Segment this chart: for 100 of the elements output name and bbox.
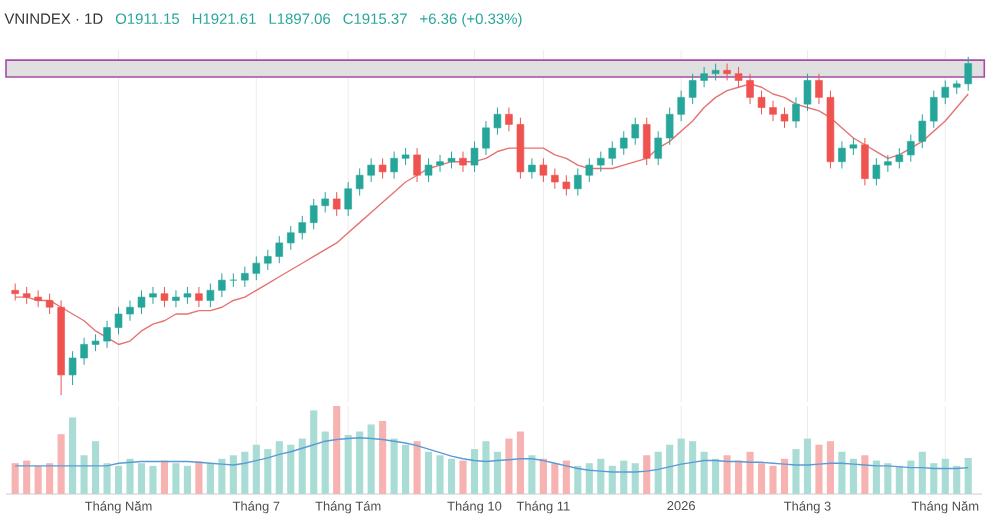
- candlestick: [195, 286, 203, 308]
- candlestick: [332, 191, 341, 217]
- bar: [390, 438, 398, 494]
- bar: [92, 441, 100, 494]
- bar: [803, 438, 812, 494]
- bar: [310, 410, 318, 494]
- bar: [172, 463, 180, 494]
- bar: [137, 463, 146, 494]
- candlestick: [872, 157, 881, 186]
- bar: [746, 451, 754, 494]
- bar: [447, 458, 456, 494]
- bar: [402, 444, 410, 494]
- bar: [206, 463, 214, 494]
- bar: [689, 441, 697, 494]
- bar: [643, 455, 651, 494]
- bar: [723, 455, 731, 494]
- bar: [941, 458, 949, 494]
- bar: [769, 465, 777, 494]
- candlestick: [160, 286, 169, 308]
- bar: [562, 460, 570, 494]
- bar: [264, 449, 272, 494]
- bar: [252, 444, 260, 494]
- candlestick: [378, 157, 387, 180]
- bar: [505, 438, 513, 494]
- bar: [459, 460, 467, 494]
- bar: [367, 424, 375, 494]
- bar: [195, 461, 203, 494]
- bar: [712, 458, 720, 494]
- bar: [551, 463, 559, 494]
- bar: [424, 451, 433, 494]
- bar: [298, 438, 306, 494]
- candlestick: [528, 157, 536, 180]
- candlestick: [642, 117, 651, 166]
- bar: [126, 458, 134, 494]
- bar: [46, 463, 54, 494]
- candlestick: [229, 272, 238, 288]
- bar: [218, 458, 226, 494]
- bar: [677, 438, 685, 494]
- bar: [907, 460, 915, 494]
- bar: [895, 465, 903, 494]
- candlestick: [206, 283, 215, 308]
- bar: [838, 451, 846, 494]
- bar: [379, 420, 387, 494]
- bar: [631, 463, 639, 494]
- bar: [654, 451, 662, 494]
- bar: [23, 460, 31, 494]
- bar: [229, 455, 237, 494]
- candlestick: [539, 157, 548, 183]
- bar: [585, 463, 593, 494]
- bar: [815, 444, 823, 494]
- bar: [780, 458, 789, 494]
- bar: [608, 465, 616, 494]
- bar: [436, 455, 444, 494]
- bar: [183, 465, 191, 494]
- bar: [953, 465, 961, 494]
- bar: [80, 455, 88, 494]
- bar: [735, 460, 743, 494]
- bar: [872, 460, 880, 494]
- bar: [493, 451, 502, 494]
- bar: [11, 463, 19, 494]
- bar: [826, 441, 834, 494]
- bar: [597, 458, 605, 494]
- bar: [666, 444, 674, 494]
- bar: [849, 458, 857, 494]
- bar: [57, 434, 65, 494]
- candlestick: [218, 272, 226, 298]
- bar: [413, 441, 421, 494]
- bar: [528, 455, 536, 494]
- bar: [356, 431, 364, 494]
- candlestick: [413, 147, 421, 183]
- bar: [792, 449, 800, 494]
- bar: [539, 458, 547, 494]
- bar: [757, 463, 766, 494]
- bar: [241, 451, 249, 494]
- candlestick: [344, 181, 352, 217]
- bar: [700, 451, 708, 494]
- bar: [574, 465, 582, 494]
- candlestick: [654, 130, 662, 166]
- bar: [470, 449, 479, 494]
- bar: [516, 431, 524, 494]
- bar: [930, 463, 938, 494]
- bar: [333, 406, 341, 494]
- bar: [275, 441, 283, 494]
- candlestick: [861, 137, 869, 186]
- bar: [861, 455, 869, 494]
- bar: [287, 444, 295, 494]
- bar: [964, 457, 972, 494]
- bar: [884, 463, 892, 494]
- bar: [620, 460, 628, 494]
- bar: [160, 460, 169, 494]
- bar: [34, 465, 42, 494]
- bar: [344, 435, 352, 494]
- bar: [321, 431, 329, 494]
- bar: [114, 465, 123, 494]
- bar: [69, 417, 77, 494]
- bar: [482, 441, 490, 494]
- bar: [918, 451, 926, 494]
- candlestick: [459, 151, 467, 173]
- bar: [103, 463, 111, 494]
- bar: [149, 465, 157, 494]
